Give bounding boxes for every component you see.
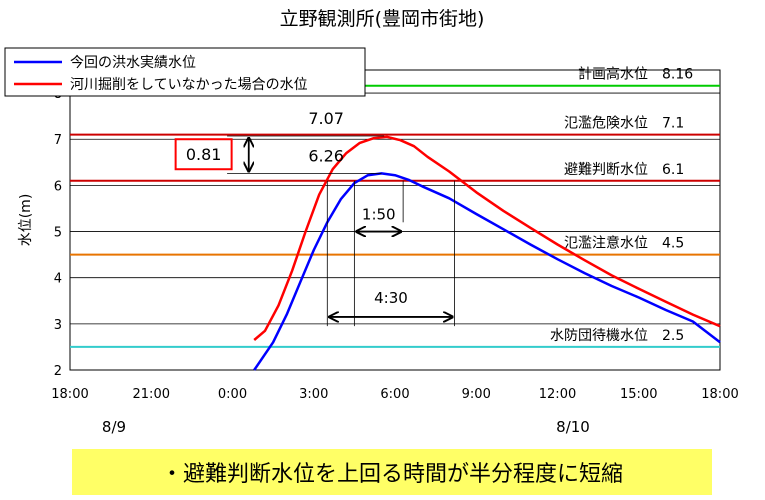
reference-line-value: 4.5 (662, 236, 684, 252)
date-label-8-10: 8/10 (556, 418, 590, 436)
y-tick-label: 2 (54, 364, 62, 379)
series-lines (253, 135, 721, 371)
reference-line-label: 氾濫注意水位 (564, 235, 648, 252)
legend-label-actual: 今回の洪水実績水位 (70, 55, 196, 71)
y-tick-label: 6 (54, 179, 62, 194)
y-tick-label: 7 (54, 133, 62, 148)
x-tick-labels: 18:00 21:00 0:00 3:00 6:00 9:00 12:00 15:00 18:0… (51, 387, 738, 402)
reference-line-value: 8.16 (662, 67, 693, 83)
summary-banner: ・避難判断水位を上回る時間が半分程度に短縮 (72, 449, 712, 495)
duration-label-no-dredging: 4:30 (374, 289, 408, 307)
y-axis-label: 水位(m) (18, 194, 34, 247)
annotations: 7.07 6.26 0.81 1:50 4:30 (174, 109, 455, 327)
x-tick-label: 0:00 (218, 387, 247, 402)
y-tick-label: 4 (54, 272, 62, 287)
x-tick-label: 6:00 (380, 387, 409, 402)
legend-box (4, 47, 366, 97)
peak-label-no-dredging: 7.07 (308, 109, 344, 128)
difference-box (174, 138, 233, 171)
legend-label-no-dredging: 河川掘削をしていなかった場合の水位 (70, 77, 308, 93)
chart-title: 立野観測所(豊岡市街地) (280, 8, 485, 30)
reference-line-value: 2.5 (662, 328, 684, 344)
peak-label-actual: 6.26 (308, 146, 344, 165)
x-tick-label: 18:00 (701, 387, 738, 402)
reference-line-label: 避難判断水位 (564, 162, 648, 178)
reference-line-label: 氾濫危険水位 (564, 116, 648, 132)
date-label-8-9: 8/9 (102, 418, 126, 436)
reference-line-value: 7.1 (662, 116, 684, 132)
x-tick-label: 15:00 (620, 387, 657, 402)
plot-area: 計画高水位 8.16 氾濫危険水位 7.1 避難判断水位 6.1 氾濫注意水位 4.5 水防団待… (69, 66, 721, 371)
x-tick-label: 21:00 (133, 387, 170, 402)
x-tick-label: 18:00 (51, 387, 88, 402)
x-tick-label: 3:00 (299, 387, 328, 402)
x-tick-label: 12:00 (539, 387, 576, 402)
series-line (253, 172, 721, 371)
reference-lines: 計画高水位 8.16 氾濫危険水位 7.1 避難判断水位 6.1 氾濫注意水位 4.5 水防団待… (70, 66, 720, 348)
reference-line-label: 計画高水位 (578, 66, 648, 83)
series-line (253, 135, 721, 341)
y-tick-labels: 2345678 (54, 87, 62, 379)
y-tick-label: 3 (54, 318, 62, 333)
legend: 今回の洪水実績水位 河川掘削をしていなかった場合の水位 (4, 47, 366, 97)
y-tick-label: 5 (54, 226, 62, 241)
x-tick-label: 9:00 (462, 387, 491, 402)
difference-label: 0.81 (186, 145, 222, 164)
duration-label-actual: 1:50 (362, 206, 396, 224)
chart: 立野観測所(豊岡市街地) 計画高水位 8.16 氾濫危険水位 7.1 避難判断水位 6.1… (4, 8, 739, 436)
reference-line-label: 水防団待機水位 (550, 328, 648, 344)
reference-line-value: 6.1 (662, 162, 684, 178)
